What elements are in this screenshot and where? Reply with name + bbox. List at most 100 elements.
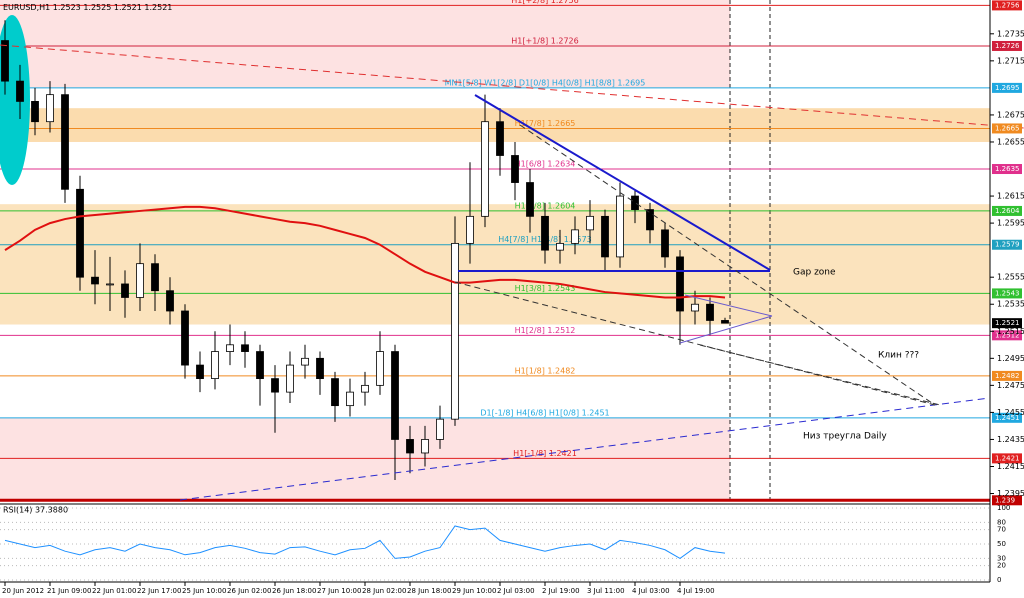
moving-average [4, 205, 726, 299]
rsi-tick-label: 80 [997, 518, 1006, 526]
level-axis-label: 1.2579 [995, 241, 1020, 249]
close: 1.2521 [144, 3, 172, 12]
candle-body [181, 310, 189, 366]
candle-body [151, 263, 159, 292]
y-tick-label: 1.2475 [997, 381, 1024, 390]
zone [0, 417, 730, 501]
level-axis-box [992, 453, 1022, 464]
y-tick-label: 1.2495 [997, 354, 1024, 363]
rsi-line [4, 525, 726, 559]
level-axis-label: 1.2604 [995, 207, 1020, 215]
x-tick-label: 26 Jun 02:00 [227, 587, 271, 595]
zone [0, 204, 990, 325]
trend-line [519, 124, 936, 406]
level-axis-box [992, 40, 1022, 51]
wedge-line [679, 315, 773, 344]
candle-body [421, 439, 429, 454]
x-tick-label: 22 Jun 01:00 [92, 587, 136, 595]
level-axis-box [992, 495, 1022, 506]
x-tick-label: 28 Jun 18:00 [407, 587, 451, 595]
x-tick-label: 26 Jun 18:00 [272, 587, 316, 595]
price-label: 1.2521 [995, 319, 1020, 327]
level-label: H1[+1/8] 1.2726 [511, 36, 578, 45]
x-tick-label: 2 Jul 03:00 [497, 587, 535, 595]
level-axis-label: 1.2421 [995, 454, 1020, 462]
candle-body [376, 351, 384, 386]
candle-body [46, 94, 54, 123]
candle-body [1, 40, 9, 82]
overlay: 1.2756 1.2726 1.2695 1.2665 1.2635 1.2604 1.25… [793, 0, 1022, 506]
header: EURUSD,H1 1.2523 1.2525 1.2521 1.2521 [3, 3, 172, 12]
candle-body [166, 290, 174, 312]
candle-body [301, 357, 309, 366]
level-axis-box [992, 370, 1022, 381]
x-tick-label: 20 Jun 2012 [2, 587, 44, 595]
candle-body [121, 283, 129, 298]
level-label: H1[+2/8] 1.2756 [511, 0, 578, 5]
candle-body [331, 378, 339, 407]
low: 1.2521 [114, 3, 142, 12]
annotation: Клин ??? [878, 351, 919, 361]
rsi-tick-label: 20 [997, 562, 1006, 570]
high: 1.2525 [83, 3, 111, 12]
level-axis-label: 1.2695 [995, 84, 1020, 92]
candle-body [211, 351, 219, 380]
zone [0, 0, 730, 88]
candle-body [616, 195, 624, 258]
price-box [992, 318, 1022, 329]
rsi-tick-label: 100 [997, 504, 1010, 512]
candle-body [286, 364, 294, 393]
candle-body [241, 344, 249, 352]
level-axis-label: 1.2635 [995, 165, 1020, 173]
y-tick-label: 1.2555 [997, 273, 1024, 282]
y-tick-label: 1.2535 [997, 300, 1024, 309]
candle-body [406, 439, 414, 454]
trend-line [0, 44, 1024, 129]
rsi-tick-label: 30 [997, 554, 1006, 562]
candle-body [481, 121, 489, 217]
level-label: H1[6/8] 1.2634 [515, 160, 576, 169]
level-axis-label: 1.2512 [995, 331, 1020, 339]
level-axis-label: 1.2451 [995, 414, 1020, 422]
level-label: H1[1/8] 1.2482 [515, 366, 576, 375]
annotation: Низ треугла Daily [803, 432, 887, 442]
candle-body [76, 188, 84, 278]
x-tick-label: 3 Jul 11:00 [587, 587, 625, 595]
candle-body [646, 209, 654, 231]
candle-body [391, 351, 399, 440]
y-tick-label: 1.2655 [997, 137, 1024, 146]
candle-body [721, 320, 729, 324]
y-tick-label: 1.2415 [997, 462, 1024, 471]
candle-body [256, 351, 264, 380]
x-tick-label: 22 Jun 17:00 [137, 587, 181, 595]
open: 1.2523 [53, 3, 81, 12]
level-axis-box [992, 205, 1022, 216]
level-axis-box [992, 164, 1022, 175]
level-label: MN1[5/8] W1[2/8] D1[0/8] H4[0/8] H1[8/8]… [445, 78, 646, 87]
level-label: H1[7/8] 1.2665 [515, 119, 576, 128]
candle-body [136, 263, 144, 298]
candle-body [271, 378, 279, 393]
trend-line [454, 281, 936, 406]
triangle-line [474, 94, 771, 271]
level-axis-label: 1.2665 [995, 124, 1020, 132]
candle-body [16, 80, 24, 102]
level-label: H1[-1/8] 1.2421 [513, 449, 577, 458]
level-axis-label: 1.2482 [995, 372, 1020, 380]
y-tick-label: 1.2515 [997, 327, 1024, 336]
level-axis-box [992, 288, 1022, 299]
level-label: D1[-1/8] H4[6/8] H1[0/8] 1.2451 [480, 408, 609, 417]
level-axis-label: 1.239 [995, 496, 1015, 504]
level-axis-box [992, 82, 1022, 93]
candle-body [61, 94, 69, 190]
candle-body [631, 195, 639, 210]
y-tick-label: 1.2735 [997, 29, 1024, 38]
rsi-tick-label: 70 [997, 526, 1006, 534]
zones [0, 0, 990, 501]
level-axis-box [992, 0, 1022, 11]
level-label: H1[2/8] 1.2512 [515, 326, 576, 335]
candle-body [436, 418, 444, 440]
candle-body [601, 215, 609, 258]
